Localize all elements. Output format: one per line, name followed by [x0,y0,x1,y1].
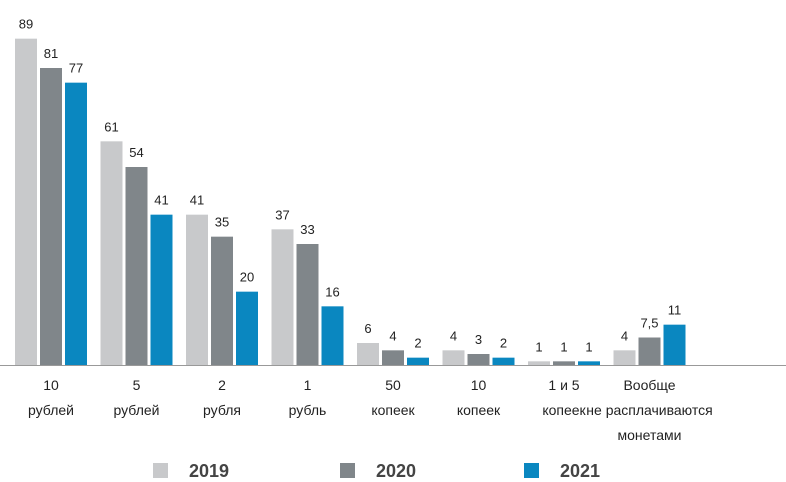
x-tick-label: 50 копеек [371,377,415,418]
x-tick-line: копеек [542,402,586,418]
data-label: 1 [535,339,542,354]
data-label: 77 [69,61,83,76]
x-tick-line: 10 [471,377,487,393]
x-tick-label: Вообще не расплачиваются монетами [586,377,712,443]
bar [613,350,636,365]
data-label: 1 [560,339,567,354]
x-tick-label: 10 копеек [457,377,501,418]
x-tick-label: 1 рубль [289,377,327,418]
data-label: 89 [19,17,33,32]
data-label: 33 [300,222,314,237]
bar [407,357,429,365]
bar [15,38,37,366]
x-tick-line: 2 [218,377,226,393]
x-tick-line: 1 [304,377,312,393]
x-tick-line: рубля [203,402,241,418]
bar [638,337,661,365]
bar [150,214,173,365]
x-tick-line: 5 [133,377,141,393]
legend-swatch [340,463,355,478]
data-label: 1 [585,339,592,354]
x-tick-line: рублей [114,402,160,418]
x-tick-label: 2 рубля [203,377,241,418]
x-tick-line: Вообще [623,377,675,393]
data-label: 11 [668,303,682,318]
legend-swatch [153,463,168,478]
data-label: 37 [275,207,289,222]
data-label: 41 [190,193,204,208]
bar [528,361,550,365]
x-tick-line: не расплачиваются [586,402,712,418]
x-tick-label: 10 рублей [28,377,74,418]
bar [553,361,575,365]
data-label: 6 [364,321,371,336]
x-tick-label: 1 и 5 копеек [542,377,586,418]
x-tick-line: 10 [43,377,59,393]
bar [271,229,294,365]
x-tick-line: монетами [618,427,682,443]
x-tick-label: 5 рублей [114,377,160,418]
legend-swatch [524,463,539,478]
data-label: 7,5 [640,316,658,331]
data-label: 4 [450,328,457,343]
x-tick-line: копеек [371,402,415,418]
bar [65,82,87,366]
data-label: 54 [129,145,143,160]
data-label: 41 [154,193,168,208]
legend-label: 2021 [560,461,600,481]
data-label: 16 [325,284,339,299]
data-label: 81 [44,46,58,61]
bar [357,343,379,365]
x-tick-line: рубль [289,402,327,418]
data-label: 61 [104,119,118,134]
data-label: 35 [215,215,229,230]
data-label: 20 [240,270,254,285]
x-tick-line: 1 и 5 [548,377,579,393]
data-label: 2 [500,336,507,351]
bar [578,361,600,365]
data-label: 4 [621,328,628,343]
bar [296,244,319,365]
x-tick-line: копеек [457,402,501,418]
bar [663,324,686,365]
bar [125,167,148,365]
x-tick-line: рублей [28,402,74,418]
data-label: 4 [389,328,396,343]
bar [492,357,515,365]
bar [442,350,465,365]
data-label: 3 [475,332,482,347]
bar [100,141,123,365]
legend-label: 2020 [376,461,416,481]
bar [467,354,490,365]
bar [321,306,344,365]
bar [211,236,233,365]
bar [236,291,258,365]
data-label: 2 [414,336,421,351]
bar [382,350,404,365]
x-tick-line: 50 [385,377,401,393]
legend-label: 2019 [189,461,229,481]
bar [40,68,62,365]
bar [186,214,208,365]
